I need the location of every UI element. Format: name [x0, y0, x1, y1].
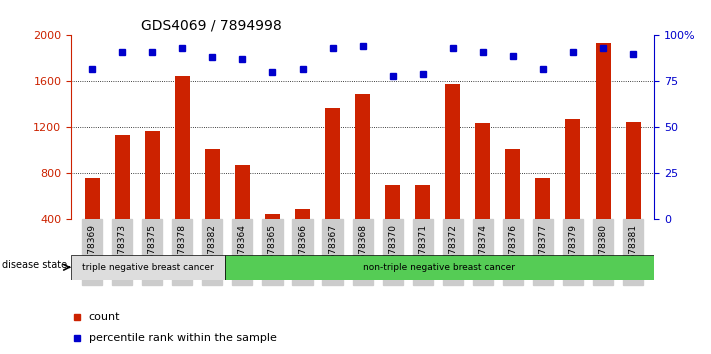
Bar [415, 185, 430, 266]
Bar [506, 149, 520, 266]
Bar [114, 136, 129, 266]
Bar [85, 178, 100, 266]
Text: disease state: disease state [2, 260, 68, 270]
Bar [265, 214, 280, 266]
Bar [355, 94, 370, 266]
Text: percentile rank within the sample: percentile rank within the sample [89, 333, 277, 343]
Bar [295, 209, 310, 266]
Text: count: count [89, 312, 120, 322]
Bar [145, 131, 160, 266]
Text: GDS4069 / 7894998: GDS4069 / 7894998 [141, 19, 282, 33]
Bar [445, 84, 460, 266]
Bar [325, 108, 340, 266]
FancyBboxPatch shape [225, 255, 654, 280]
Bar [385, 185, 400, 266]
Bar [565, 119, 580, 266]
FancyBboxPatch shape [71, 255, 225, 280]
Bar [535, 178, 550, 266]
Bar [476, 123, 491, 266]
Text: triple negative breast cancer: triple negative breast cancer [82, 263, 214, 272]
Bar [175, 76, 190, 266]
Bar [235, 165, 250, 266]
Bar [596, 44, 611, 266]
Bar [626, 122, 641, 266]
Bar [205, 149, 220, 266]
Text: non-triple negative breast cancer: non-triple negative breast cancer [363, 263, 515, 272]
